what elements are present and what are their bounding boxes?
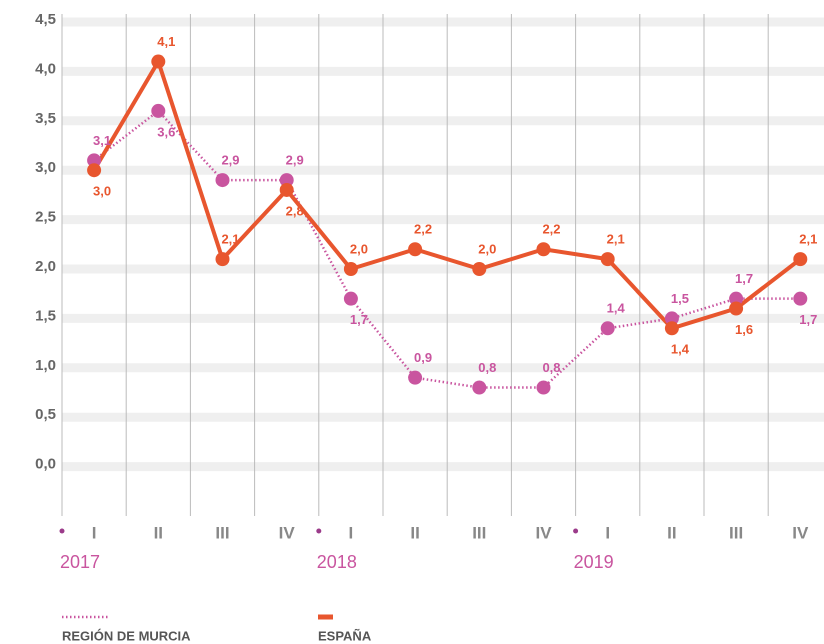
year-dot — [59, 528, 65, 534]
value-label: 0,9 — [414, 350, 432, 365]
value-label: 0,8 — [478, 360, 496, 375]
point — [793, 291, 808, 306]
y-tick-label: 1,0 — [35, 357, 56, 374]
x-tick-label: IV — [792, 523, 809, 542]
value-label: 3,1 — [93, 133, 111, 148]
value-label: 2,9 — [286, 153, 304, 168]
point — [793, 252, 808, 267]
year-label: 2017 — [60, 552, 100, 572]
point — [279, 173, 294, 188]
value-label: 2,1 — [799, 232, 817, 247]
point — [600, 321, 615, 336]
value-label: 1,7 — [799, 312, 817, 327]
point — [279, 182, 294, 197]
value-label: 2,0 — [350, 241, 368, 256]
value-label: 1,7 — [350, 312, 368, 327]
point — [536, 242, 551, 257]
x-tick-label: I — [605, 523, 610, 542]
y-tick-label: 0,5 — [35, 406, 56, 423]
year-dot — [573, 528, 579, 534]
point — [472, 262, 487, 276]
point — [408, 242, 423, 257]
point — [343, 262, 358, 276]
value-label: 3,0 — [93, 184, 111, 199]
year-dot — [316, 528, 322, 534]
y-tick-label: 4,0 — [35, 60, 56, 77]
x-tick-label: IV — [279, 523, 296, 542]
value-label: 2,9 — [221, 153, 239, 168]
series-line — [92, 59, 802, 331]
point — [215, 252, 230, 267]
year-label: 2019 — [574, 552, 614, 572]
x-tick-label: III — [729, 523, 743, 542]
x-tick-label: I — [349, 523, 354, 542]
y-tick-label: 2,5 — [35, 209, 56, 226]
point — [536, 380, 551, 395]
value-label: 2,2 — [542, 222, 560, 237]
value-label: 2,2 — [414, 222, 432, 237]
value-label: 2,1 — [221, 232, 239, 247]
point — [408, 370, 423, 385]
y-tick-label: 0,0 — [35, 456, 56, 473]
series-line — [93, 109, 801, 389]
x-tick-label: II — [667, 523, 676, 542]
point — [215, 173, 230, 188]
point — [87, 153, 102, 168]
x-tick-label: II — [410, 523, 419, 542]
value-label: 0,8 — [542, 360, 560, 375]
value-label: 3,6 — [157, 124, 175, 139]
x-tick-label: III — [215, 523, 229, 542]
y-tick-label: 3,5 — [35, 110, 56, 127]
y-tick-label: 1,5 — [35, 307, 56, 324]
value-label: 1,4 — [607, 301, 626, 316]
y-tick-label: 2,0 — [35, 258, 56, 275]
value-label: 4,1 — [157, 34, 175, 49]
point — [151, 103, 166, 118]
value-label: 1,6 — [735, 322, 753, 337]
value-label: 2,1 — [607, 232, 625, 247]
y-tick-label: 4,5 — [35, 11, 56, 28]
legend-label: ESPAÑA — [318, 628, 372, 643]
x-tick-label: IV — [535, 523, 552, 542]
value-label: 1,7 — [735, 271, 753, 286]
value-label: 2,0 — [478, 241, 496, 256]
x-tick-label: I — [92, 523, 97, 542]
point — [87, 163, 102, 178]
point — [664, 321, 679, 336]
value-label: 1,5 — [671, 291, 689, 306]
y-tick-label: 3,0 — [35, 159, 56, 176]
point — [729, 301, 744, 316]
year-label: 2018 — [317, 552, 357, 572]
point — [151, 54, 166, 69]
point — [472, 380, 487, 395]
x-tick-label: II — [154, 523, 163, 542]
point — [343, 291, 358, 306]
point — [729, 291, 744, 306]
legend-label: REGIÓN DE MURCIA — [62, 628, 191, 643]
point — [664, 311, 679, 326]
value-label: 2,8 — [286, 203, 304, 218]
value-label: 1,4 — [671, 342, 690, 357]
point — [600, 252, 615, 267]
x-tick-label: III — [472, 523, 486, 542]
